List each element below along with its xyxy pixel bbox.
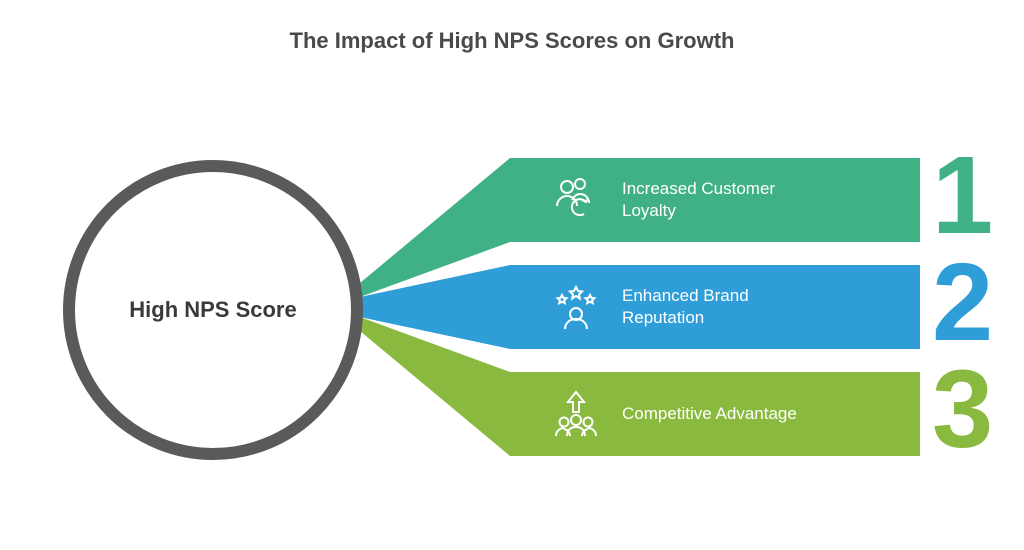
stars-person-icon [550,281,602,333]
infographic-stage: The Impact of High NPS Scores on Growth … [0,0,1024,550]
branch-number-1: 1 [932,141,993,251]
source-circle-label: High NPS Score [129,297,296,323]
source-circle: High NPS Score [63,160,363,460]
branch-row-3: Competitive Advantage [550,386,797,442]
people-refresh-icon [550,174,602,226]
team-growth-icon [550,388,602,440]
branch-row-1: Increased Customer Loyalty [550,172,822,228]
branch-row-2: Enhanced Brand Reputation [550,279,822,335]
branch-number-3: 3 [932,355,993,465]
branch-label: Increased Customer Loyalty [622,178,822,222]
branch-number-2: 2 [932,248,993,358]
branch-label: Enhanced Brand Reputation [622,285,822,329]
branch-label: Competitive Advantage [622,403,797,425]
